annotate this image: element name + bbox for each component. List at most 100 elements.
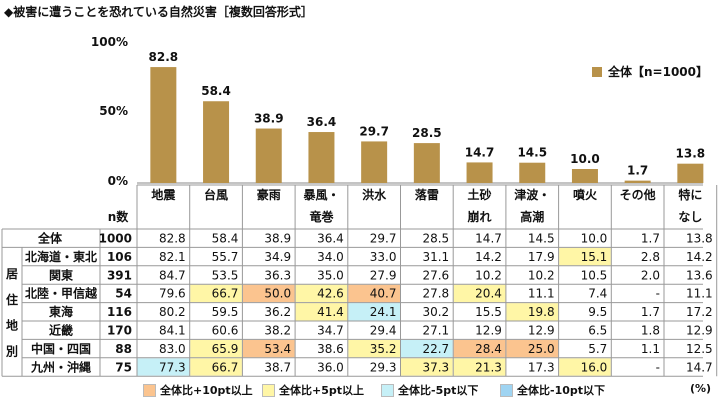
table-cell-value: 14.5: [528, 232, 555, 246]
table-cell-value: -: [656, 360, 660, 374]
table-cell-value: 14.2: [475, 250, 502, 264]
highlight-cell: [401, 358, 453, 376]
table-cell-value: 31.1: [422, 250, 449, 264]
table-cell-value: 35.2: [370, 342, 397, 356]
table-cell-value: 17.9: [528, 250, 555, 264]
table-cell-value: 82.1: [159, 250, 186, 264]
row-label: 全体: [37, 231, 63, 246]
table-cell-value: 36.2: [264, 305, 291, 319]
row-label: 東海: [49, 304, 73, 319]
table-cell-value: 13.6: [686, 268, 713, 282]
highlight-cell: [190, 358, 242, 376]
x-tick-label: 津波・: [514, 187, 550, 202]
highlight-cell: [401, 339, 453, 358]
table-cell-value: 41.4: [317, 305, 344, 319]
table-cell-value: 11.1: [528, 287, 555, 301]
x-tick-label: 暴風・: [302, 188, 339, 202]
table-cell-value: 34.9: [264, 250, 291, 264]
color-legend-label: 全体比-10pt以下: [517, 384, 606, 397]
bar-value-label: 36.4: [307, 115, 337, 129]
group-label-char: 地: [6, 318, 18, 333]
table-cell-value: 38.9: [264, 232, 291, 246]
table-cell-value: 1.7: [641, 232, 660, 246]
bar: [571, 169, 598, 183]
highlight-cell: [559, 358, 611, 376]
x-tick-label: その他: [620, 187, 656, 202]
y-tick-50: 50%: [99, 104, 128, 118]
bar-value-label: 38.9: [254, 112, 284, 126]
table-cell-value: 66.7: [212, 360, 239, 374]
table-cell-value: 29.3: [370, 360, 397, 374]
row-n: 116: [107, 305, 132, 319]
table-cell-value: 6.5: [588, 324, 607, 338]
row-n: 75: [115, 360, 132, 374]
table-cell-value: 53.5: [212, 268, 239, 282]
x-tick-label: 豪雨: [257, 187, 281, 202]
table-cell-value: 12.9: [475, 324, 502, 338]
table-cell-value: 77.3: [159, 360, 186, 374]
chart-title: ◆被害に遭うことを恐れている自然災害［複数回答形式］: [4, 5, 313, 19]
x-tick-label: 竜巻: [309, 209, 334, 224]
table-cell-value: 40.7: [370, 287, 397, 301]
table-cell-value: 29.7: [370, 232, 397, 246]
table-cell-value: 22.7: [422, 342, 449, 356]
table-cell-value: 14.7: [475, 232, 502, 246]
bar: [677, 163, 704, 183]
table-cell-value: 17.2: [686, 305, 713, 319]
table-cell-value: 53.4: [264, 342, 291, 356]
x-tick-label: 特に: [678, 187, 702, 202]
table-cell-value: 14.7: [686, 360, 713, 374]
bar-value-label: 82.8: [149, 50, 179, 64]
x-tick-label: 落雷: [415, 187, 439, 202]
highlight-cell: [295, 284, 348, 303]
table-cell-value: 1.1: [641, 342, 660, 356]
highlight-cell: [242, 284, 295, 303]
highlight-cell: [295, 303, 348, 321]
table-cell-value: 34.0: [317, 250, 344, 264]
table-cell-value: 15.1: [581, 250, 608, 264]
group-label-char: 居: [6, 267, 18, 281]
color-legend-item: 全体比-5pt以下: [381, 382, 478, 398]
x-tick-label: 土砂: [468, 187, 492, 202]
y-tick-0: 0%: [107, 174, 128, 188]
highlight-cell: [453, 339, 506, 358]
table-cell-value: 84.7: [159, 268, 186, 282]
table-cell-value: 10.5: [581, 268, 608, 282]
table-cell-value: 38.2: [264, 324, 291, 338]
bar-value-label: 14.5: [517, 146, 547, 160]
highlight-cell: [506, 339, 559, 358]
color-legend-swatch: [500, 383, 513, 397]
table-cell-value: 37.3: [422, 360, 449, 374]
table-cell-value: 2.8: [641, 250, 660, 264]
table-cell-value: 1.7: [641, 305, 660, 319]
highlight-cell: [190, 339, 242, 358]
table-cell-value: 79.6: [159, 287, 186, 301]
table-cell-value: 50.0: [264, 287, 291, 301]
table-cell-value: 12.9: [686, 324, 713, 338]
table-cell-value: 30.2: [422, 305, 449, 319]
table-cell-value: 28.4: [475, 342, 502, 356]
table-cell-value: 35.0: [317, 268, 344, 282]
table-cell-value: 66.7: [212, 287, 239, 301]
row-label: 九州・沖縄: [30, 359, 91, 374]
x-tick-label: 噴火: [573, 187, 598, 202]
table-cell-value: 60.6: [212, 324, 239, 338]
table-cell-value: 19.8: [528, 305, 555, 319]
table-cell-value: 36.0: [317, 360, 344, 374]
y-tick-100: 100%: [90, 35, 128, 49]
table-cell-value: 24.1: [370, 305, 397, 319]
table-cell-value: 42.6: [317, 287, 344, 301]
table-cell-value: 38.7: [264, 360, 291, 374]
table-cell-value: 27.9: [370, 268, 397, 282]
table-cell-value: 10.2: [475, 268, 502, 282]
table-cell-value: 58.4: [212, 232, 239, 246]
color-legend-item: 全体比-10pt以下: [500, 382, 605, 398]
table-cell-value: 17.3: [528, 360, 555, 374]
row-n: 54: [115, 287, 132, 301]
highlight-cell: [453, 284, 506, 303]
chart-legend: 全体【n=1000】: [592, 63, 708, 80]
color-legend-swatch: [262, 383, 275, 397]
bar: [203, 101, 230, 183]
bar-value-label: 13.8: [676, 147, 706, 161]
